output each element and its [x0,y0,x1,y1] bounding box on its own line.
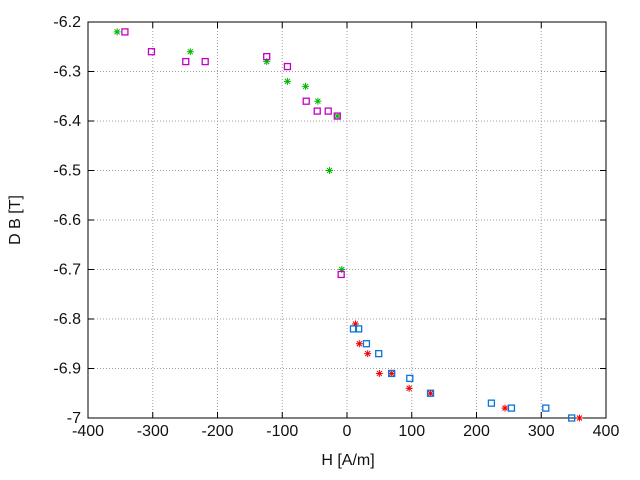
data-point-blue-squares [406,374,414,383]
x-tick-label: 100 [398,423,425,440]
data-point-magenta-squares [121,28,129,36]
y-tick-label: -6.9 [53,361,81,378]
asterisk-stroke [376,370,383,377]
x-tick-label: 200 [463,423,490,440]
data-point-red-asterisks [355,340,363,348]
asterisk-stroke [356,340,363,347]
y-axis-title: D B [T] [7,195,24,245]
data-point-blue-squares [507,404,516,412]
x-tick-label: 300 [528,423,555,440]
data-point-red-asterisks [375,369,383,377]
data-point-magenta-squares [313,107,321,115]
y-tick-label: -6.3 [53,64,81,81]
y-tick-label: -6.7 [53,262,81,279]
data-point-green-asterisks [113,28,121,36]
y-tick-label: -7 [67,410,81,427]
plot-border [87,21,607,419]
asterisk-stroke [364,350,371,357]
asterisk-stroke [326,167,333,174]
data-point-red-asterisks [501,404,509,412]
data-point-red-asterisks [388,369,396,377]
asterisk-stroke [388,370,395,377]
data-point-red-asterisks [427,389,435,397]
x-tick-label: -400 [72,423,104,440]
data-point-red-asterisks [575,414,583,422]
y-tick-label: -6.2 [53,14,81,31]
data-point-blue-squares [426,389,435,397]
data-point-blue-squares [375,349,383,358]
x-tick-label: -100 [266,423,298,440]
y-tick-label: -6.6 [53,212,81,229]
data-point-red-asterisks [364,350,372,358]
data-point-green-asterisks [314,97,322,105]
asterisk-stroke [315,98,321,105]
data-point-green-asterisks [302,82,310,90]
asterisk-stroke [427,390,434,397]
data-point-green-asterisks [186,48,194,56]
data-point-red-asterisks [405,384,413,392]
data-point-green-asterisks [326,167,334,174]
y-tick-label: -6.5 [53,163,81,180]
data-point-blue-squares [362,340,371,348]
y-tick-label: -6.8 [53,311,81,328]
data-point-blue-squares [388,369,396,378]
x-axis-title: H [A/m] [321,452,375,469]
data-point-magenta-squares [182,57,190,66]
asterisk-stroke [576,415,583,421]
x-tick-label: -300 [137,423,169,440]
asterisk-stroke [334,113,341,119]
data-point-magenta-squares [263,53,271,61]
data-point-magenta-squares [324,107,332,115]
asterisk-stroke [114,29,120,35]
data-point-blue-squares [355,325,363,333]
asterisk-stroke [406,385,413,392]
x-tick-label: -200 [201,423,233,440]
data-point-magenta-squares [302,97,310,105]
data-point-blue-squares [487,399,496,407]
data-point-magenta-squares [201,57,209,66]
data-point-magenta-squares [333,112,341,120]
y-tick-label: -6.4 [53,113,81,130]
data-point-green-asterisks [283,77,291,85]
data-point-magenta-squares [337,270,345,279]
data-point-magenta-squares [283,62,292,71]
data-point-blue-squares [349,325,358,333]
data-point-magenta-squares [147,48,156,56]
x-tick-label: 400 [593,423,620,440]
data-point-green-asterisks [333,112,341,120]
asterisk-stroke [502,405,508,411]
x-tick-label: 0 [343,423,352,440]
asterisk-stroke [302,83,309,90]
asterisk-stroke [284,78,291,85]
data-point-blue-squares [542,404,550,412]
asterisk-stroke [187,48,194,55]
data-point-blue-squares [568,414,576,422]
